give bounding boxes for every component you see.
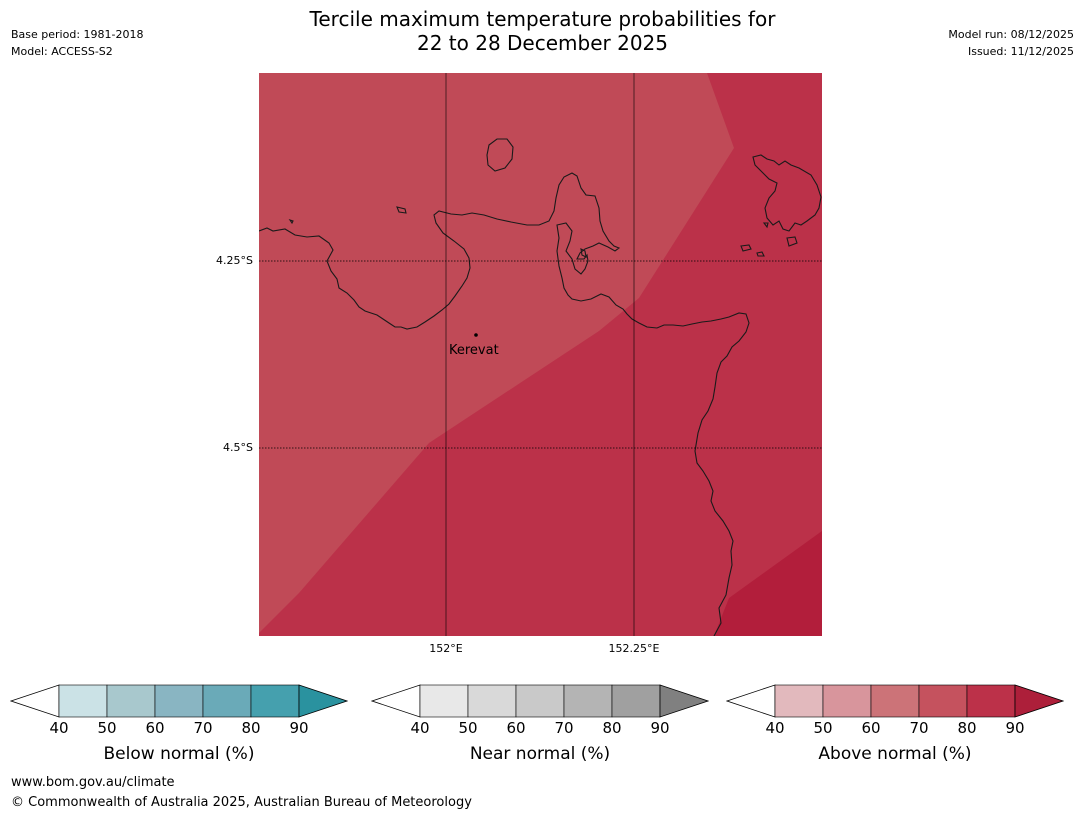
above-colorbar-cell bbox=[822, 684, 872, 718]
coastline-island-5 bbox=[752, 154, 822, 232]
title-line-1: Tercile maximum temperature probabilitie… bbox=[309, 7, 776, 31]
below-colorbar-cell bbox=[58, 684, 108, 718]
kerevat-label: Kerevat bbox=[449, 343, 499, 358]
near-normal-label: Near normal (%) bbox=[469, 744, 611, 764]
lat-label-4-5: 4.5°S bbox=[223, 441, 253, 454]
below-colorbar-tick: 70 bbox=[193, 719, 213, 737]
near-colorbar-tick: 80 bbox=[602, 719, 622, 737]
coastline-island-1 bbox=[486, 138, 514, 172]
near-colorbar-cell bbox=[419, 684, 469, 718]
footer-copyright: © Commonwealth of Australia 2025, Austra… bbox=[11, 795, 472, 810]
map-title: Tercile maximum temperature probabilitie… bbox=[0, 7, 1085, 55]
model-run-text: Model run: 08/12/2025 bbox=[948, 28, 1074, 41]
graticule bbox=[259, 73, 822, 636]
above-colorbar-cell bbox=[774, 684, 824, 718]
model-text: Model: ACCESS-S2 bbox=[11, 45, 113, 58]
above-colorbar-over-triangle bbox=[1014, 684, 1064, 718]
near-colorbar-cell bbox=[611, 684, 661, 718]
near-colorbar-cell bbox=[563, 684, 613, 718]
above-colorbar-cell bbox=[966, 684, 1016, 718]
lon-label-152: 152°E bbox=[429, 642, 463, 655]
footer-url: www.bom.gov.au/climate bbox=[11, 775, 175, 790]
below-colorbar-cell bbox=[202, 684, 252, 718]
above-colorbar-cell bbox=[918, 684, 968, 718]
above-colorbar-cell bbox=[870, 684, 920, 718]
above-colorbar-under-triangle bbox=[726, 684, 776, 718]
region-above-60-70 bbox=[259, 73, 734, 633]
coastline-island-7 bbox=[756, 251, 765, 257]
lon-label-152-25: 152.25°E bbox=[608, 642, 660, 655]
base-period-text: Base period: 1981-2018 bbox=[11, 28, 144, 41]
above-colorbar-tick: 40 bbox=[765, 719, 785, 737]
near-colorbar-tick: 50 bbox=[458, 719, 478, 737]
below-colorbar-tick: 90 bbox=[289, 719, 309, 737]
near-colorbar-cell bbox=[467, 684, 517, 718]
above-colorbar-tick: 80 bbox=[957, 719, 977, 737]
near-colorbar-under-triangle bbox=[371, 684, 421, 718]
title-line-2: 22 to 28 December 2025 bbox=[416, 31, 668, 55]
near-colorbar-tick: 70 bbox=[554, 719, 574, 737]
above-colorbar-tick: 70 bbox=[909, 719, 929, 737]
coastline-island-6 bbox=[740, 244, 752, 252]
above-colorbar-tick: 60 bbox=[861, 719, 881, 737]
region-above-80-90 bbox=[714, 531, 822, 636]
below-colorbar-tick: 50 bbox=[97, 719, 117, 737]
coastline-island-8 bbox=[786, 236, 798, 247]
coastline-island-2 bbox=[396, 206, 407, 214]
issued-text: Issued: 11/12/2025 bbox=[967, 45, 1074, 58]
below-colorbar-cell bbox=[250, 684, 300, 718]
coastline bbox=[259, 138, 822, 636]
above-normal-colorbar bbox=[726, 684, 1064, 718]
below-colorbar-cell bbox=[154, 684, 204, 718]
kerevat-marker bbox=[474, 333, 478, 337]
below-colorbar-tick: 60 bbox=[145, 719, 165, 737]
below-colorbar-under-triangle bbox=[10, 684, 60, 718]
above-normal-label: Above normal (%) bbox=[818, 744, 972, 764]
below-normal-label: Below normal (%) bbox=[103, 744, 255, 764]
coastline-island-3 bbox=[288, 218, 294, 225]
below-normal-colorbar bbox=[10, 684, 348, 718]
above-colorbar-tick: 50 bbox=[813, 719, 833, 737]
near-colorbar-tick: 90 bbox=[650, 719, 670, 737]
near-colorbar-tick: 40 bbox=[410, 719, 430, 737]
near-normal-colorbar bbox=[371, 684, 709, 718]
map-canvas bbox=[259, 73, 822, 636]
below-colorbar-over-triangle bbox=[298, 684, 348, 718]
coastline-island-4 bbox=[580, 248, 587, 258]
near-colorbar-tick: 60 bbox=[506, 719, 526, 737]
near-colorbar-cell bbox=[515, 684, 565, 718]
lat-label-4-25: 4.25°S bbox=[216, 254, 253, 267]
coastline-main bbox=[259, 172, 750, 636]
near-colorbar-over-triangle bbox=[659, 684, 709, 718]
coastline-island-9 bbox=[762, 222, 769, 229]
below-colorbar-tick: 40 bbox=[49, 719, 69, 737]
map-panel: Kerevat bbox=[259, 73, 822, 636]
below-colorbar-tick: 80 bbox=[241, 719, 261, 737]
below-colorbar-cell bbox=[106, 684, 156, 718]
above-colorbar-tick: 90 bbox=[1005, 719, 1025, 737]
